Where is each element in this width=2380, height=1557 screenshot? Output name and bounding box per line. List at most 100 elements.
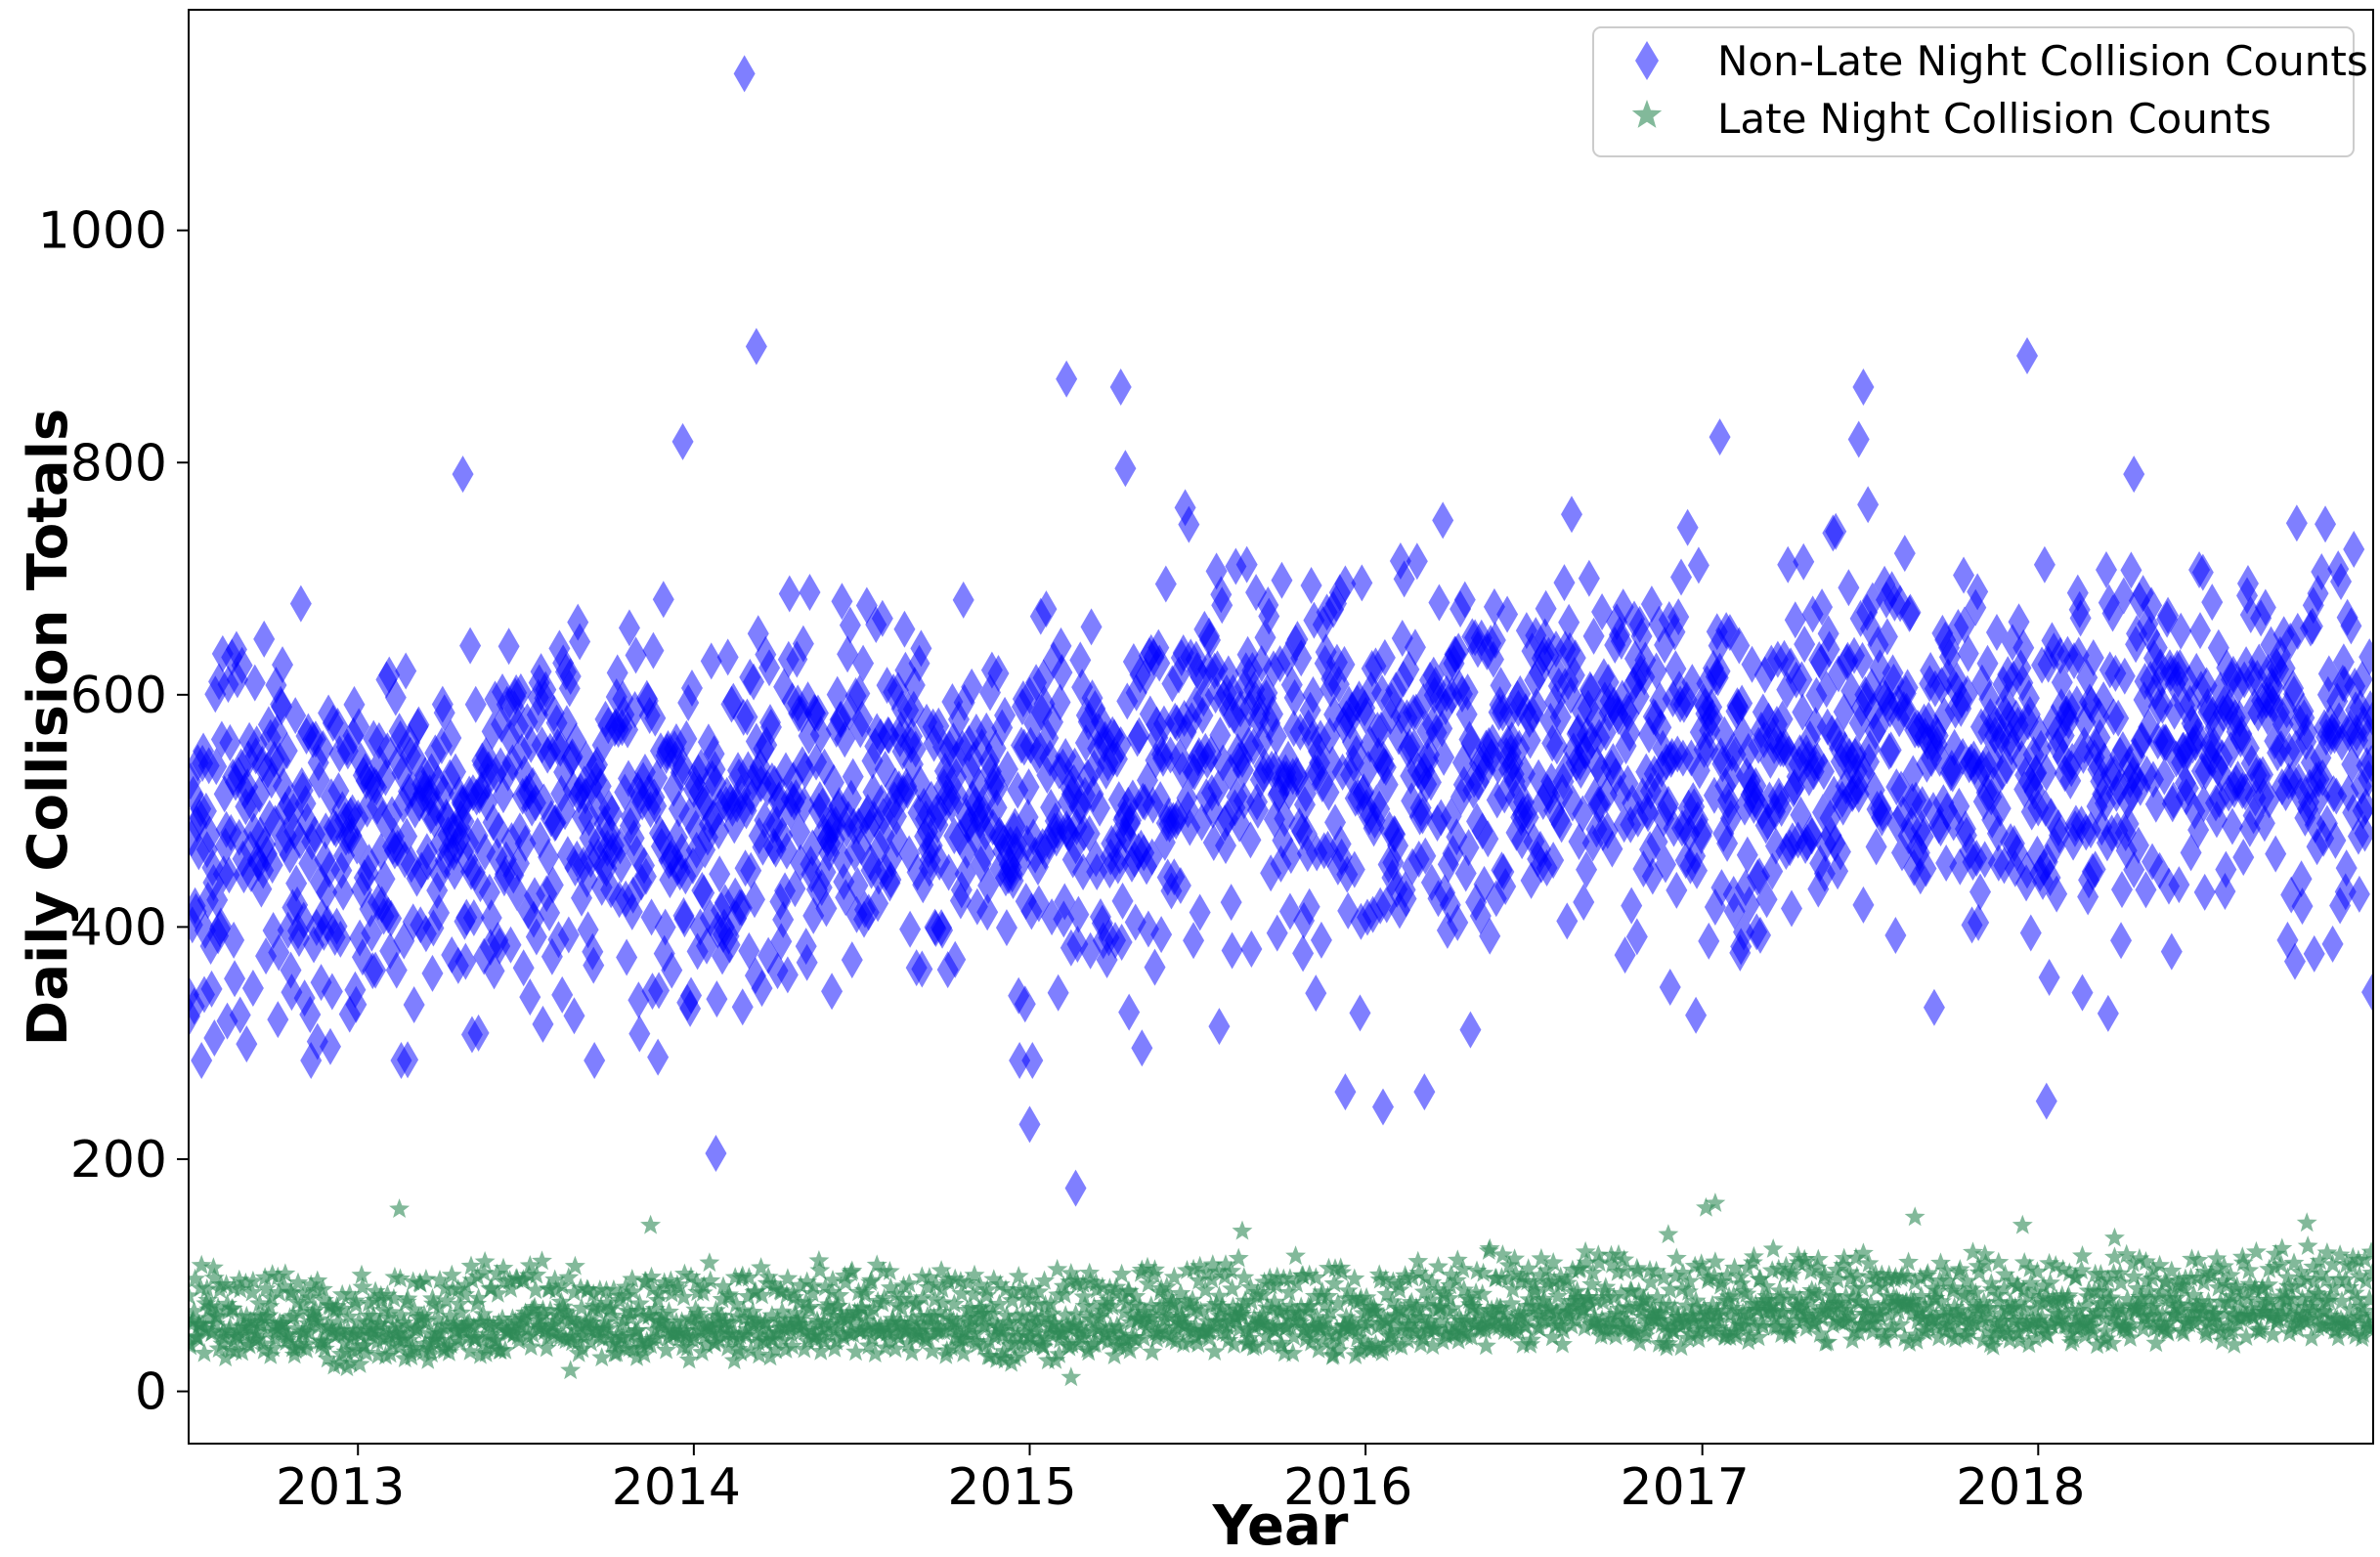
y-tick-label: 600 xyxy=(70,667,167,725)
non-late-night-point xyxy=(1050,627,1072,665)
non-late-night-point xyxy=(2071,973,2094,1012)
non-late-night-point xyxy=(1154,565,1177,603)
non-late-night-point xyxy=(1199,621,1222,659)
non-late-night-point xyxy=(1111,882,1134,920)
non-late-night-point xyxy=(1047,973,1069,1012)
non-late-night-point xyxy=(718,926,741,964)
late-night-point xyxy=(1762,1238,1784,1258)
non-late-night-point xyxy=(778,575,801,613)
non-late-night-point xyxy=(1494,868,1517,906)
non-late-night-point xyxy=(961,668,983,706)
non-late-night-point xyxy=(1271,561,1293,599)
non-late-night-point xyxy=(1558,603,1580,641)
y-axis-title: Daily Collision Totals xyxy=(17,409,80,1047)
non-late-night-point xyxy=(189,892,207,930)
non-late-night-point xyxy=(1290,639,1313,677)
non-late-night-point xyxy=(539,893,561,931)
y-tick-label: 800 xyxy=(70,434,167,493)
non-late-night-point xyxy=(308,761,330,800)
non-late-night-point xyxy=(380,899,403,937)
non-late-night-point xyxy=(1923,988,1945,1026)
non-late-night-point xyxy=(1519,721,1541,759)
non-late-night-point xyxy=(1793,542,1815,581)
non-late-night-point xyxy=(361,914,383,952)
x-tick-label: 2015 xyxy=(947,1458,1076,1517)
non-late-night-point xyxy=(1685,996,1708,1034)
x-axis-title: Year xyxy=(1212,1494,1349,1557)
non-late-night-point xyxy=(198,815,221,853)
non-late-night-point xyxy=(648,972,671,1010)
non-late-night-point xyxy=(509,672,532,711)
non-late-night-point xyxy=(2019,914,2042,952)
non-late-night-point xyxy=(680,976,703,1015)
non-late-night-point xyxy=(1526,687,1548,725)
non-late-night-point xyxy=(421,954,444,992)
non-late-night-point xyxy=(2035,1082,2057,1120)
non-late-night-point xyxy=(831,583,853,621)
non-late-night-point xyxy=(1573,884,1595,922)
non-late-night-point xyxy=(1148,644,1171,682)
series-late-night-points xyxy=(189,1192,2373,1387)
non-late-night-point xyxy=(1456,673,1479,712)
non-late-night-point xyxy=(1258,597,1280,635)
non-late-night-point xyxy=(634,857,657,895)
non-late-night-point xyxy=(2343,530,2365,568)
non-late-night-point xyxy=(1349,994,1371,1032)
non-late-night-point xyxy=(1017,768,1040,806)
non-late-night-point xyxy=(871,599,893,637)
non-late-night-point xyxy=(1553,564,1576,602)
non-late-night-point xyxy=(229,996,251,1034)
non-late-night-point xyxy=(551,975,574,1014)
non-late-night-point xyxy=(758,649,781,687)
non-late-night-point xyxy=(348,708,370,746)
non-late-night-point xyxy=(498,627,520,666)
non-late-night-point xyxy=(1376,765,1399,803)
non-late-night-point xyxy=(1333,645,1356,683)
non-late-night-point xyxy=(1086,852,1108,890)
late-night-point xyxy=(1060,1366,1082,1387)
late-night-point xyxy=(2012,1214,2033,1234)
non-late-night-point xyxy=(1414,837,1437,875)
non-late-night-point xyxy=(996,750,1018,788)
non-late-night-point xyxy=(203,1018,226,1057)
non-late-night-point xyxy=(654,908,676,946)
non-late-night-point xyxy=(1404,628,1426,667)
non-late-night-point xyxy=(289,584,312,623)
non-late-night-point xyxy=(1114,450,1137,488)
non-late-night-point xyxy=(1698,922,1720,960)
non-late-night-point xyxy=(1334,1073,1357,1111)
non-late-night-point xyxy=(454,942,477,980)
non-late-night-point xyxy=(253,620,276,658)
non-late-night-point xyxy=(285,864,308,902)
non-late-night-point xyxy=(1310,921,1332,959)
non-late-night-point xyxy=(848,674,871,713)
non-late-night-point xyxy=(743,881,765,919)
non-late-night-point xyxy=(1659,969,1681,1007)
non-late-night-point xyxy=(374,758,397,797)
non-late-night-point xyxy=(1189,893,1211,931)
non-late-night-point xyxy=(1428,584,1450,622)
non-late-night-point xyxy=(2303,934,2325,973)
non-late-night-point xyxy=(519,978,541,1016)
non-late-night-point xyxy=(2348,875,2370,913)
non-late-night-point xyxy=(789,813,811,851)
non-late-night-point xyxy=(1305,974,1327,1013)
non-late-night-point xyxy=(332,873,355,911)
non-late-night-point xyxy=(237,768,259,806)
non-late-night-point xyxy=(2095,550,2117,588)
non-late-night-point xyxy=(1118,993,1141,1031)
non-late-night-point xyxy=(976,893,999,931)
non-late-night-point xyxy=(557,916,580,954)
non-late-night-point xyxy=(799,574,821,612)
non-late-night-point xyxy=(2285,504,2308,542)
non-late-night-point xyxy=(1049,683,1071,721)
non-late-night-point xyxy=(851,700,874,738)
non-late-night-point xyxy=(267,1001,289,1039)
non-late-night-point xyxy=(985,789,1008,827)
non-late-night-point xyxy=(365,951,387,989)
non-late-night-point xyxy=(1448,632,1470,670)
late-night-point xyxy=(2246,1240,2267,1261)
non-late-night-point xyxy=(532,1005,554,1043)
non-late-night-point xyxy=(839,606,861,644)
non-late-night-point xyxy=(563,997,585,1035)
